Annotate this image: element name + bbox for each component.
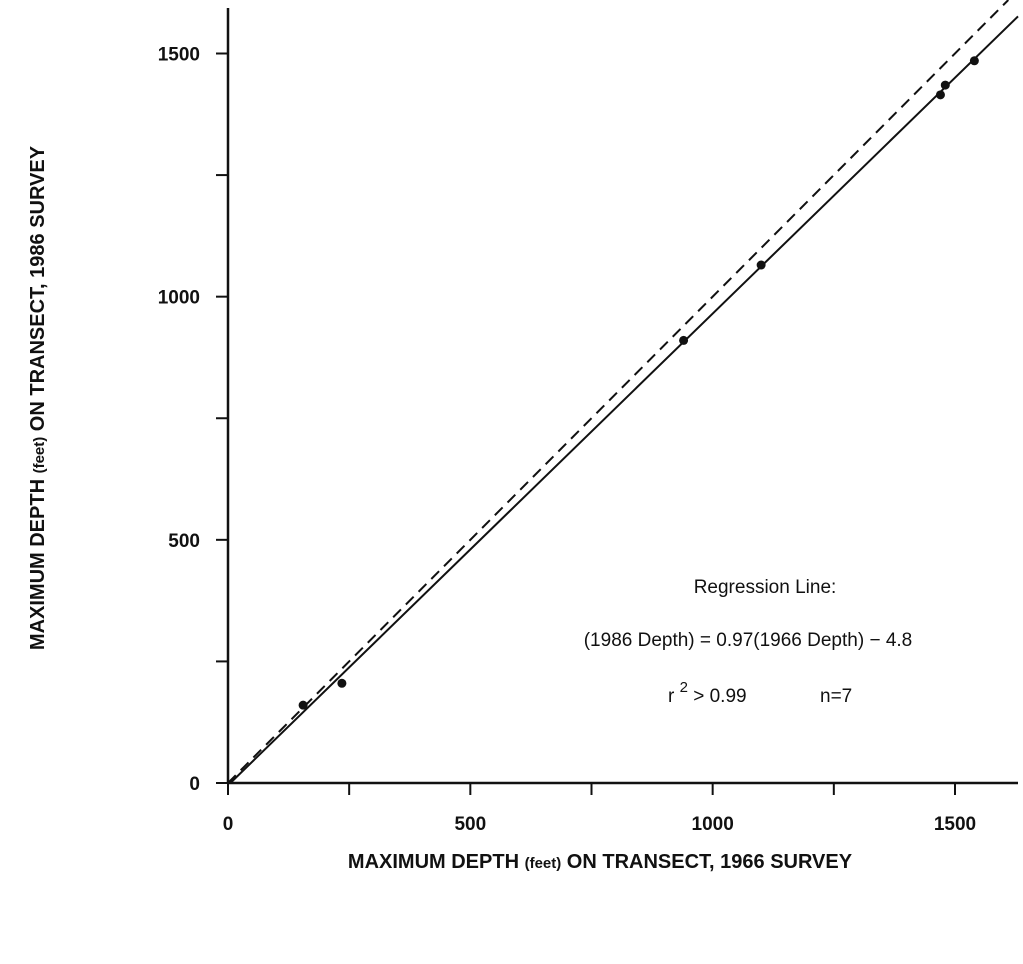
r-squared-symbol: r	[668, 686, 675, 707]
data-point-3	[679, 335, 689, 345]
data-point-6	[940, 80, 950, 90]
x-ticks: 0 500 1000 1500	[223, 783, 976, 835]
x-tick-label-500: 500	[454, 814, 486, 835]
data-point-7	[969, 56, 979, 66]
regression-heading: Regression Line:	[694, 577, 837, 598]
axes	[226, 8, 1018, 785]
y-tick-label-1500: 1500	[158, 44, 200, 65]
r-squared-text: r 2 > 0.99	[668, 676, 747, 707]
x-axis-title-unit: (feet)	[525, 855, 562, 872]
regression-line	[229, 15, 1019, 784]
reference-line	[227, 0, 1010, 784]
y-axis-title-part-1: MAXIMUM DEPTH	[27, 473, 49, 650]
r-squared-value: > 0.99	[693, 686, 746, 707]
reference-line-layer	[227, 0, 1010, 784]
y-tick-label-0: 0	[189, 774, 200, 795]
y-axis-title-part-2: ON TRANSECT, 1986 SURVEY	[27, 145, 49, 436]
y-axis-title-unit: (feet)	[31, 437, 48, 474]
r-squared-exponent: 2	[680, 679, 688, 696]
y-axis-title: MAXIMUM DEPTH (feet) ON TRANSECT, 1986 S…	[27, 145, 49, 650]
data-point-1	[298, 700, 308, 710]
x-axis-title-part-2: ON TRANSECT, 1966 SURVEY	[561, 851, 852, 873]
x-axis-title: MAXIMUM DEPTH (feet) ON TRANSECT, 1966 S…	[348, 851, 853, 873]
y-tick-label-500: 500	[168, 531, 200, 552]
x-tick-label-1500: 1500	[934, 814, 976, 835]
x-tick-label-0: 0	[223, 814, 234, 835]
data-points	[298, 56, 979, 710]
regression-annotation: Regression Line: (1986 Depth) = 0.97(196…	[584, 577, 913, 707]
regression-equation: (1986 Depth) = 0.97(1966 Depth) − 4.8	[584, 630, 913, 651]
y-tick-label-1000: 1000	[158, 288, 200, 309]
x-tick-label-1000: 1000	[692, 814, 734, 835]
data-point-5	[935, 90, 945, 100]
data-point-2	[337, 678, 347, 688]
regression-line-layer	[229, 15, 1019, 784]
x-axis-title-part-1: MAXIMUM DEPTH	[348, 851, 525, 873]
y-ticks: 0 500 1000 1500	[158, 44, 228, 795]
sample-size: n=7	[820, 686, 852, 707]
data-point-4	[756, 260, 766, 270]
